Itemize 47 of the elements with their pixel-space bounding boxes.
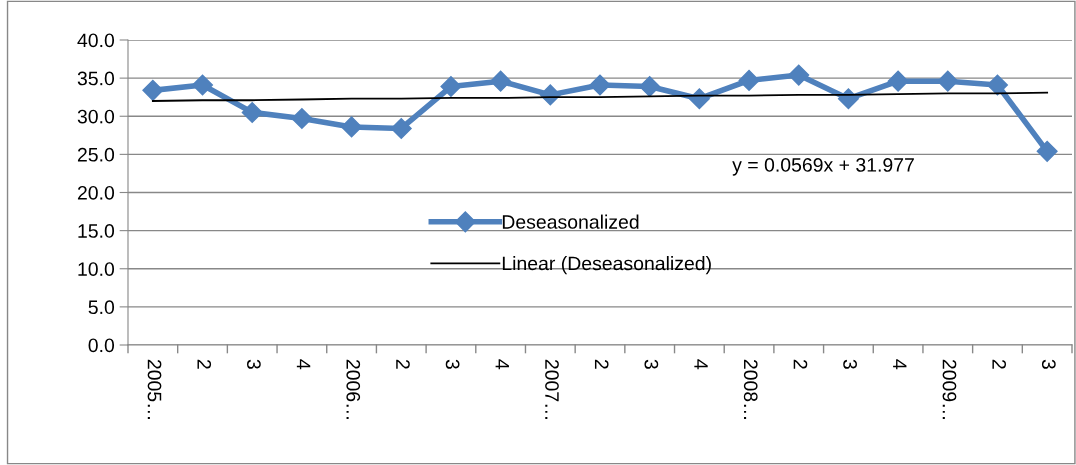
x-tick-label: 2 bbox=[594, 359, 609, 369]
x-tick-label: 4 bbox=[296, 359, 311, 370]
legend-label: Deseasonalized bbox=[502, 214, 639, 229]
annotation: y = 0.0569x + 31.977 bbox=[732, 158, 914, 176]
x-tick-label: 4 bbox=[495, 359, 509, 370]
y-tick-label: 30.0 bbox=[77, 109, 115, 124]
x-tick-label: 2008… bbox=[743, 359, 758, 419]
x-tick-label: 3 bbox=[246, 359, 261, 369]
point bbox=[440, 75, 462, 98]
y-tick-label: 40.0 bbox=[77, 33, 115, 48]
x-tick-label: 3 bbox=[445, 359, 460, 369]
y-tick-label: 10.0 bbox=[78, 262, 115, 276]
x-tick-label: 3 bbox=[1041, 359, 1056, 369]
x-tick-label: 2006… bbox=[346, 359, 361, 419]
legend-label: Linear (Deseasonalized) bbox=[502, 256, 711, 275]
y-tick-label: 0.0 bbox=[88, 338, 115, 353]
x-tick-label: 2005… bbox=[147, 359, 162, 419]
x-tick-label: 2 bbox=[396, 359, 410, 369]
point bbox=[639, 75, 661, 98]
point bbox=[738, 69, 760, 91]
point bbox=[192, 74, 214, 96]
point bbox=[490, 70, 512, 92]
point bbox=[241, 101, 263, 123]
x-tick-label: 2007… bbox=[545, 359, 559, 419]
x-tick-label: 3 bbox=[843, 359, 857, 369]
point bbox=[887, 70, 909, 92]
point bbox=[291, 108, 313, 130]
point bbox=[142, 79, 164, 101]
x-tick-label: 2 bbox=[197, 359, 212, 369]
point bbox=[589, 74, 611, 96]
y-tick-label: 35.0 bbox=[77, 71, 115, 86]
x-tick-label: 4 bbox=[893, 359, 907, 370]
y-tick-label: 20.0 bbox=[77, 185, 115, 200]
point bbox=[341, 116, 363, 138]
x-tick-label: 3 bbox=[644, 359, 659, 369]
point bbox=[788, 64, 810, 86]
x-tick-label: 2 bbox=[793, 359, 808, 369]
y-tick-label: 5.0 bbox=[88, 300, 115, 315]
x-tick-label: 4 bbox=[694, 359, 708, 370]
y-tick-label: 15.0 bbox=[78, 224, 115, 238]
point bbox=[1036, 140, 1058, 162]
x-tick-label: 2 bbox=[992, 359, 1007, 369]
x-tick-label: 2009… bbox=[942, 359, 957, 419]
point bbox=[937, 70, 959, 92]
point bbox=[390, 117, 412, 139]
point bbox=[986, 74, 1008, 96]
y-tick-label: 25.0 bbox=[77, 147, 115, 162]
